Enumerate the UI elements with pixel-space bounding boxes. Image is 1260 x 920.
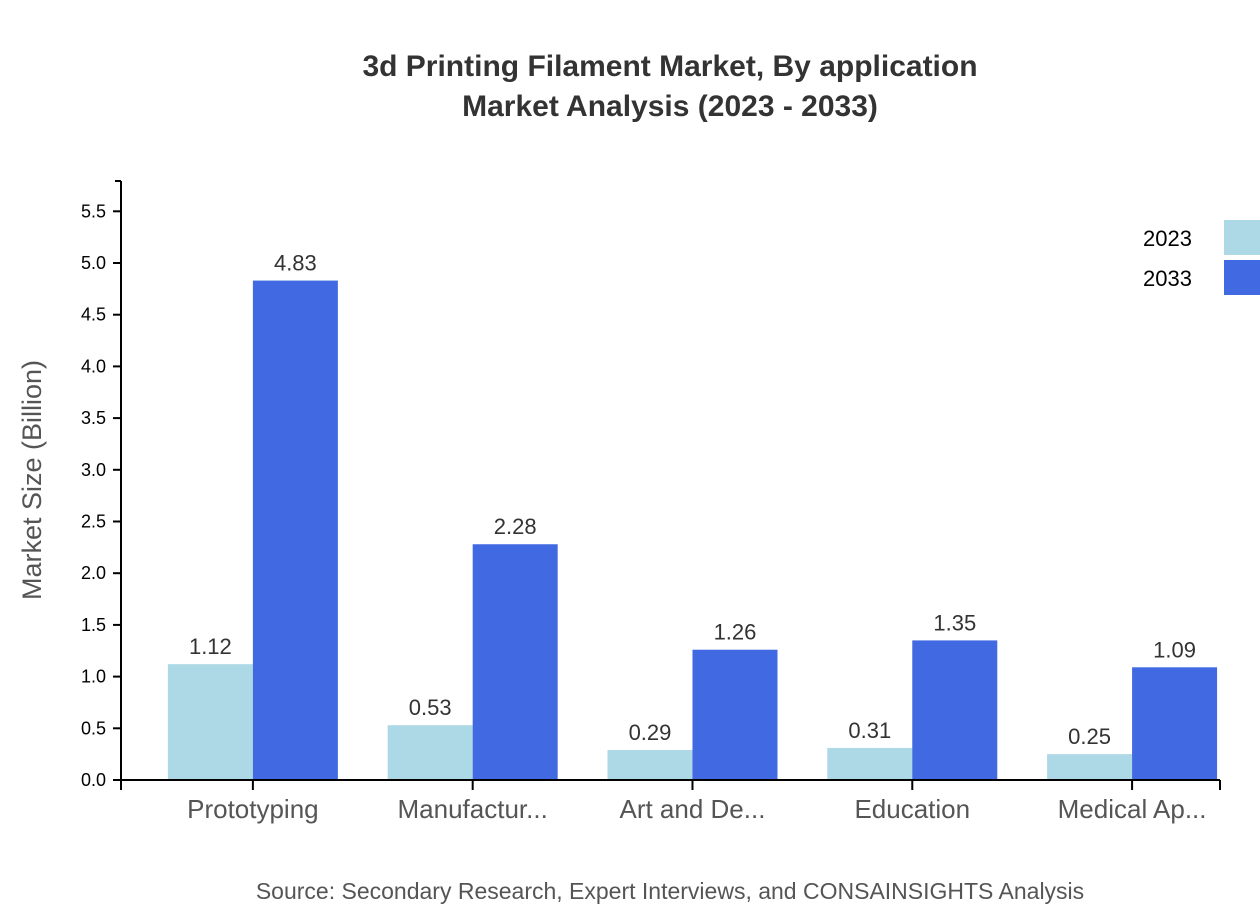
bars: 1.12 4.83 0.53 2.28 0.29 1.26 0.31 1.35 0.25 1.09 <box>167 251 1218 780</box>
bar-2023-0[interactable] <box>167 664 253 780</box>
bar-value-label: 1.35 <box>933 610 976 635</box>
x-tick-label: Education <box>854 794 970 824</box>
y-tick-label: 3.5 <box>81 408 106 428</box>
bar-value-label: 0.25 <box>1068 724 1111 749</box>
bar-value-label: 0.29 <box>629 720 672 745</box>
y-tick-label: 4.5 <box>81 305 106 325</box>
y-tick-label: 0.0 <box>81 770 106 790</box>
x-tick-label: Prototyping <box>187 794 319 824</box>
legend-label-2023: 2023 <box>1143 226 1192 251</box>
y-tick-label: 2.5 <box>81 512 106 532</box>
bar-2023-1[interactable] <box>387 725 473 780</box>
bar-2033-3[interactable] <box>912 640 998 780</box>
x-tick-label: Medical Ap... <box>1058 794 1207 824</box>
bar-value-label: 0.31 <box>848 718 891 743</box>
bar-value-label: 1.26 <box>714 620 757 645</box>
x-tick-label: Manufactur... <box>398 794 548 824</box>
y-tick-label: 1.0 <box>81 667 106 687</box>
legend-swatch-2033[interactable] <box>1224 260 1260 295</box>
legend-label-2033: 2033 <box>1143 266 1192 291</box>
y-tick-label: 0.5 <box>81 718 106 738</box>
legend: 2023 2033 <box>1143 220 1260 295</box>
bar-2033-0[interactable] <box>252 280 338 780</box>
bar-value-label: 1.09 <box>1153 637 1196 662</box>
x-tick-label: Art and De... <box>619 794 765 824</box>
bar-2023-4[interactable] <box>1047 754 1133 780</box>
y-tick-label: 5.0 <box>81 253 106 273</box>
x-axis: Prototyping Manufactur... Art and De... Edu… <box>120 779 1221 824</box>
chart-title-line-2: Market Analysis (2023 - 2033) <box>462 90 878 123</box>
y-tick-label: 1.5 <box>81 615 106 635</box>
bar-value-label: 1.12 <box>189 634 232 659</box>
y-tick-label: 3.0 <box>81 460 106 480</box>
y-tick-label: 5.5 <box>81 201 106 221</box>
y-tick-label: 4.0 <box>81 356 106 376</box>
bar-2033-1[interactable] <box>472 544 558 780</box>
bar-value-label: 0.53 <box>409 695 452 720</box>
bar-2023-3[interactable] <box>827 747 913 780</box>
y-axis-label: Market Size (Billion) <box>17 360 47 600</box>
legend-swatch-2023[interactable] <box>1224 220 1260 255</box>
source-note: Source: Secondary Research, Expert Inter… <box>255 878 1085 904</box>
bar-2033-4[interactable] <box>1132 667 1218 780</box>
bar-2023-2[interactable] <box>607 750 693 780</box>
y-axis: 0.0 0.5 1.0 1.5 2.0 2.5 3.0 3.5 4.0 4.5 5.0 5.5 <box>81 180 122 790</box>
bar-value-label: 2.28 <box>494 514 537 539</box>
bar-value-label: 4.83 <box>274 251 317 276</box>
chart-title-line-1: 3d Printing Filament Market, By applicat… <box>362 50 978 83</box>
y-tick-label: 2.0 <box>81 563 106 583</box>
bar-2033-2[interactable] <box>692 649 778 780</box>
